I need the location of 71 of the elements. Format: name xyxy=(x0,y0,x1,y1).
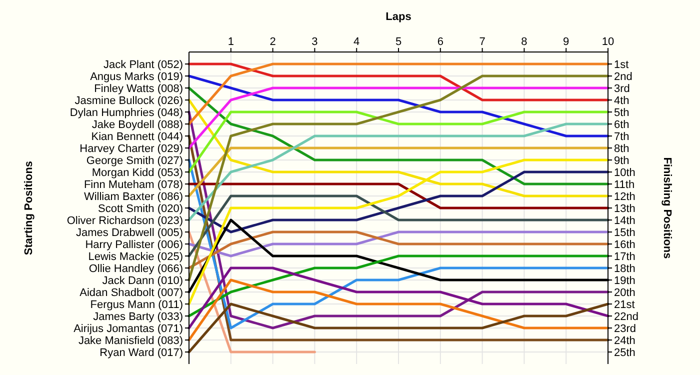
y-tick-label: 14th xyxy=(614,214,636,227)
text: Scott Smith (020) xyxy=(98,202,183,215)
line-series xyxy=(188,122,610,222)
y-tick-label: 22nd xyxy=(614,310,638,323)
text: Kian Bennett (044) xyxy=(91,130,183,143)
text: William Baxter (086) xyxy=(84,190,183,203)
text: Harry Pallister (006) xyxy=(85,238,183,251)
x-tick-label: 7 xyxy=(479,36,486,48)
line-series xyxy=(188,302,610,354)
x-tick-label: 6 xyxy=(437,36,444,48)
x-tick-label: 5 xyxy=(395,36,402,48)
y-tick-label: 6th xyxy=(614,118,630,131)
y-tick-label: 9th xyxy=(614,154,630,167)
line-series xyxy=(188,86,610,186)
line-series xyxy=(188,170,610,234)
y-tick-label: 5th xyxy=(614,106,630,119)
text: Jasmine Bullock (026) xyxy=(74,94,183,107)
x-tick-label: 2 xyxy=(270,36,276,48)
x-tick-label: 1 xyxy=(228,36,234,48)
text: Airijus Jomantas (071) xyxy=(74,322,183,335)
y-tick-label: 2nd xyxy=(614,70,632,83)
y-tick-label: 12th xyxy=(614,190,636,203)
text: Fergus Mann (011) xyxy=(90,298,183,311)
x-tick-label: 8 xyxy=(521,36,528,48)
text: George Smith (027) xyxy=(86,154,183,167)
text: James Barty (033) xyxy=(93,310,183,323)
y-tick-label: 17th xyxy=(614,250,636,263)
text: James Drabwell (005) xyxy=(76,226,183,239)
line-series xyxy=(188,278,610,342)
y-tick-label: 25th xyxy=(614,346,636,359)
x-tick-label: 10 xyxy=(602,36,614,48)
text: Ryan Ward (017) xyxy=(100,346,183,359)
text: Finley Watts (008) xyxy=(94,82,183,95)
text: Harvey Charter (029) xyxy=(80,142,183,155)
y-tick-label: 20th xyxy=(614,286,636,299)
text: Oliver Richardson (023) xyxy=(66,214,183,227)
text: Finn Muteham (078) xyxy=(84,178,183,191)
x-tick-label: 4 xyxy=(354,36,360,48)
y-tick-label: 1st xyxy=(614,58,629,71)
y-axis-title: Finishing Positions xyxy=(661,157,673,259)
x-axis-title: Laps xyxy=(386,11,412,23)
y-tick-label: 15th xyxy=(614,226,636,239)
y-tick-label: 7th xyxy=(614,130,630,143)
text: Angus Marks (019) xyxy=(90,70,183,83)
text: Ollie Handley (066) xyxy=(88,262,183,275)
text: Lewis Mackie (025) xyxy=(88,250,183,263)
x-tick-label: 3 xyxy=(312,36,318,48)
y-tick-label: 16th xyxy=(614,238,636,251)
text: Jake Manisfield (083) xyxy=(78,334,183,347)
text: Aidan Shadbolt (007) xyxy=(80,286,183,299)
text: Dylan Humphries (048) xyxy=(70,106,183,119)
text: Jack Dann (010) xyxy=(102,274,183,287)
y-tick-label: 23rd xyxy=(614,322,636,335)
y-tick-label: 10th xyxy=(614,166,636,179)
text: Jake Boydell (088) xyxy=(92,118,183,131)
text: Jack Plant (052) xyxy=(104,58,183,71)
y-tick-label: 13th xyxy=(614,202,636,215)
y-tick-label: 24th xyxy=(614,334,636,347)
y-tick-label: 11th xyxy=(614,178,635,191)
text: Starting Positions xyxy=(23,160,35,256)
y-tick-label: 3rd xyxy=(614,82,630,95)
text: Morgan Kidd (053) xyxy=(92,166,183,179)
line-series xyxy=(188,74,610,138)
y-tick-label: 21st xyxy=(614,298,635,311)
line-series xyxy=(188,74,610,282)
x-tick-label: 9 xyxy=(563,36,570,48)
line-series xyxy=(188,254,610,318)
y-tick-label: 4th xyxy=(614,94,630,107)
y-tick-label: 8th xyxy=(614,142,630,155)
y-tick-label: 19th xyxy=(614,274,636,287)
y-tick-label: 18th xyxy=(614,262,636,275)
